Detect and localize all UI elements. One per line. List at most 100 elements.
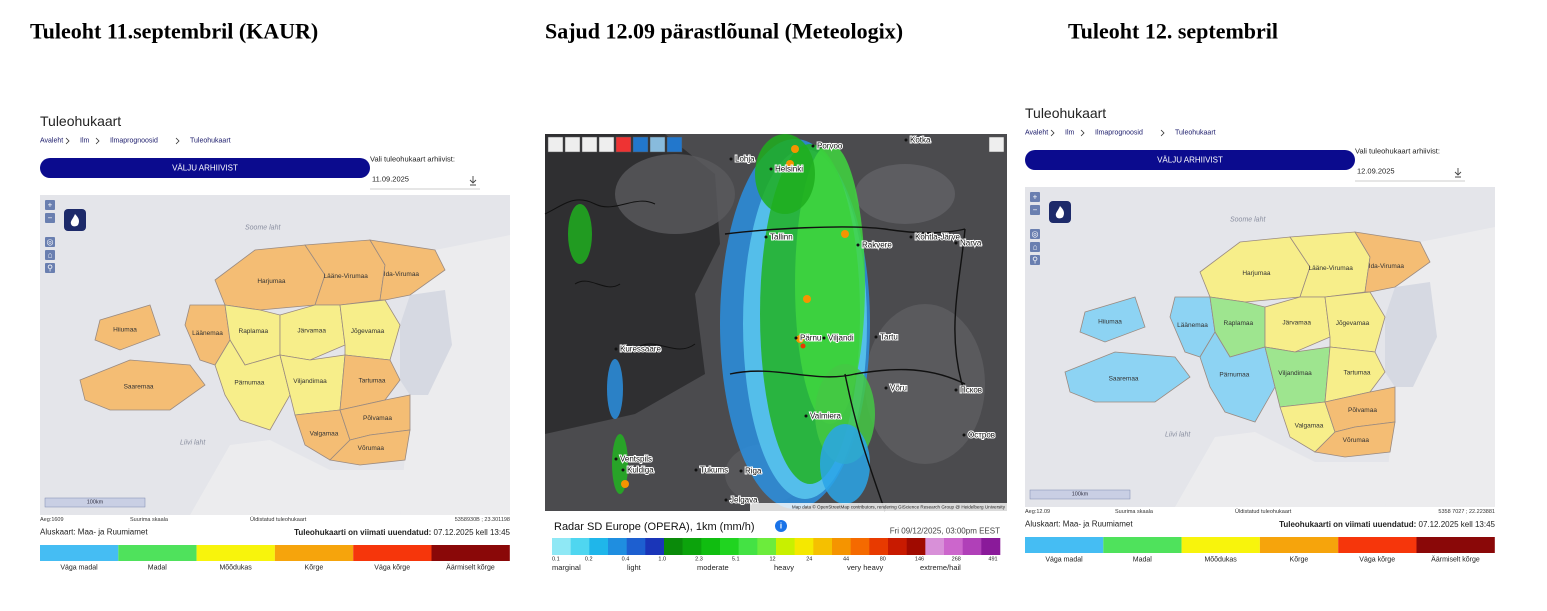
county[interactable] [1064, 351, 1191, 403]
breadcrumb-link[interactable]: Ilm [1065, 130, 1075, 137]
city-dot [764, 235, 768, 239]
map-control-icon[interactable]: + [48, 201, 53, 210]
scale-swatch [906, 538, 926, 555]
map-control[interactable] [45, 237, 55, 247]
map-control[interactable] [1030, 255, 1040, 265]
info-icon[interactable] [775, 520, 787, 532]
scale-swatch [645, 538, 665, 555]
archive-button[interactable] [40, 158, 370, 178]
breadcrumb-link[interactable]: Avaleht [1025, 130, 1048, 137]
toolbar-button[interactable] [581, 136, 598, 153]
archive-date[interactable]: 11.09.2025 [372, 175, 409, 184]
legend-swatch [1103, 537, 1182, 553]
map-control-icon[interactable]: ◎ [1032, 230, 1039, 239]
city-dot [804, 414, 808, 418]
city-label: Helsinki [775, 165, 803, 174]
fire-icon [1055, 206, 1064, 219]
breadcrumb-link[interactable]: Ilm [80, 138, 90, 145]
breadcrumb-link[interactable]: Avaleht [40, 138, 63, 145]
panel-title: Tuleoht 12. septembril [1068, 19, 1278, 44]
county[interactable] [339, 354, 401, 411]
footer-coords: 5358 7027 ; 22.223881 [1438, 509, 1495, 515]
county[interactable] [1079, 296, 1146, 343]
archive-button[interactable] [1025, 150, 1355, 170]
city-dot [962, 433, 966, 437]
county[interactable] [1314, 421, 1396, 458]
update-label: Tuleohukaarti on viimati uuendatud: [294, 528, 431, 537]
map-control[interactable] [1030, 205, 1040, 215]
intensity-label: very heavy [847, 563, 884, 572]
toolbar-button[interactable] [598, 136, 615, 153]
archive-date[interactable]: 12.09.2025 [1357, 167, 1395, 176]
county-label: Saaremaa [1109, 376, 1139, 383]
county[interactable] [369, 239, 446, 301]
map-control[interactable] [45, 263, 55, 273]
map-control-icon[interactable]: ⚲ [47, 264, 53, 273]
county[interactable] [1354, 231, 1431, 293]
legend-swatch [353, 545, 432, 561]
toolbar-button[interactable] [615, 136, 632, 153]
toolbar-button[interactable] [632, 136, 649, 153]
toolbar-button[interactable] [564, 136, 581, 153]
share-button[interactable] [988, 136, 1005, 153]
county[interactable] [94, 304, 161, 351]
city-dot [729, 157, 733, 161]
footer-layer: Üldistatud tuleohukaart [250, 516, 307, 523]
precipitation [820, 424, 870, 504]
county[interactable] [329, 429, 411, 466]
archive-button-label[interactable]: VÄLJU ARHIIVIST [172, 164, 238, 173]
map-control-icon[interactable]: + [1033, 193, 1038, 202]
breadcrumb-chevron [95, 137, 100, 145]
intensity-label: extreme/hail [920, 563, 961, 572]
heavy-cell [796, 335, 804, 343]
toolbar-button[interactable] [547, 136, 564, 153]
map-control[interactable] [1030, 229, 1040, 239]
county[interactable] [79, 359, 206, 411]
footer-scale: Suurima skaala [1115, 509, 1154, 515]
breadcrumb-link[interactable]: Ilmaprognoosid [110, 138, 158, 145]
map-control[interactable] [45, 250, 55, 260]
city-dot [904, 138, 908, 142]
county[interactable] [1324, 346, 1386, 403]
scale-swatch [981, 538, 1001, 555]
toolbar-button[interactable] [649, 136, 666, 153]
cloud [865, 304, 985, 464]
fire-map-panel: Tuleohukaart Avaleht Ilm Ilmaprognoosid Tule… [30, 103, 512, 573]
archive-button-label[interactable]: VÄLJU ARHIIVIST [1157, 156, 1223, 165]
scale-tick: 12 [769, 557, 775, 563]
legend-swatch [1025, 537, 1104, 553]
map-control[interactable] [45, 200, 55, 210]
county-label: Raplamaa [1224, 320, 1254, 327]
scale-swatch [832, 538, 851, 555]
legend-swatch [431, 545, 510, 561]
map-control-icon[interactable]: ⌂ [1033, 243, 1038, 252]
breadcrumb-link[interactable]: Ilmaprognoosid [1095, 130, 1143, 137]
breadcrumb-link: Tuleohukaart [1175, 130, 1216, 137]
map-control[interactable] [1030, 242, 1040, 252]
map-control[interactable] [45, 213, 55, 223]
city-dot [822, 336, 826, 340]
legend-label: Äärmiselt kõrge [446, 564, 495, 572]
city-label: Остров [968, 431, 995, 440]
map-control-icon[interactable]: − [1033, 206, 1038, 215]
county-label: Lääne-Virumaa [1309, 265, 1354, 272]
heavy-cell [841, 230, 849, 238]
latvia-land [1175, 432, 1390, 507]
scale-tick: 5.1 [732, 557, 740, 563]
map-control-icon[interactable]: ⌂ [48, 251, 53, 260]
map-control-icon[interactable]: − [48, 214, 53, 223]
download-icon[interactable] [1454, 168, 1462, 178]
heavy-cell [803, 295, 811, 303]
legend-swatch [1416, 537, 1495, 553]
precipitation [568, 204, 592, 264]
county-label: Raplamaa [239, 328, 269, 335]
download-icon[interactable] [469, 176, 477, 186]
map-control[interactable] [1030, 192, 1040, 202]
toolbar-button[interactable] [666, 136, 683, 153]
map-control-icon[interactable]: ◎ [47, 238, 54, 247]
city-label: Tartu [880, 333, 898, 342]
map-control-icon[interactable]: ⚲ [1032, 256, 1038, 265]
city-label: Kuldiga [627, 466, 654, 475]
page-heading: Tuleohukaart [40, 113, 121, 129]
